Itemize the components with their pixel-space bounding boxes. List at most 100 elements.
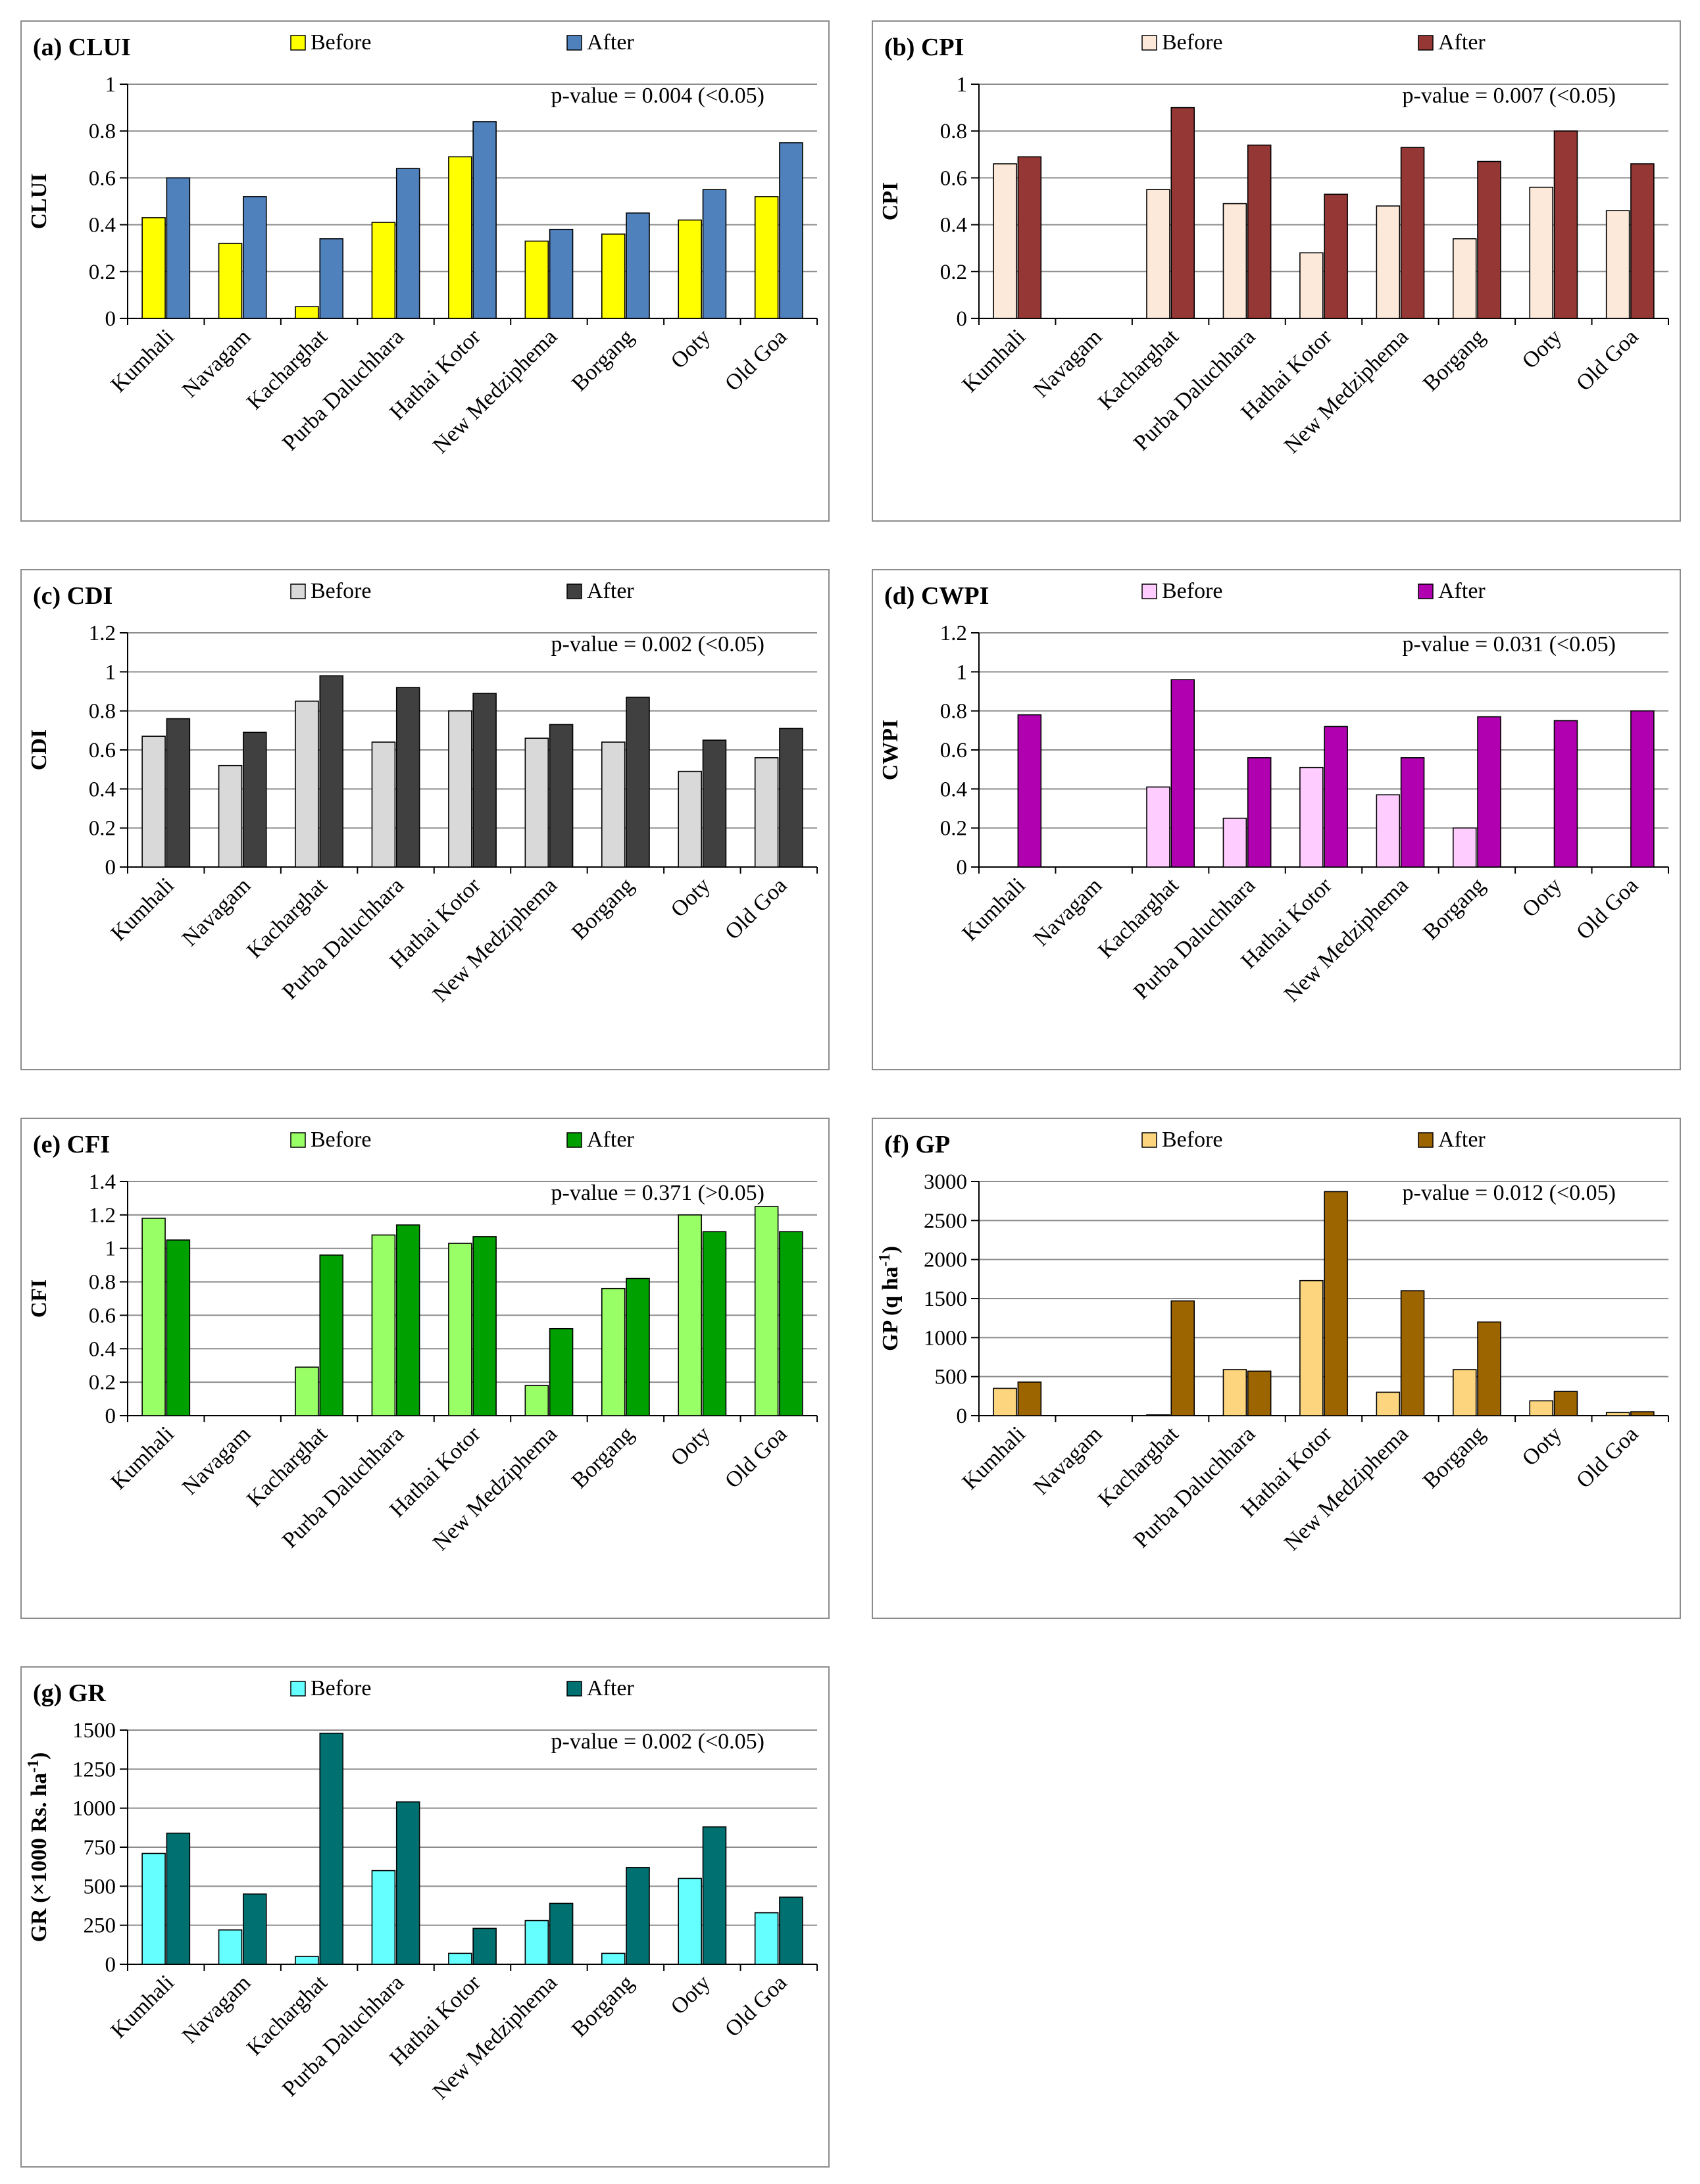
bar-after-purba-daluchhara	[1247, 144, 1272, 319]
bar-after-ooty	[702, 189, 727, 319]
chart-panel-7: 0250500750100012501500KumhaliNavagamKach…	[20, 1666, 830, 2168]
y-tick-label: 0.8	[89, 1271, 116, 1295]
bar-before-kacharghat	[1146, 189, 1170, 319]
bar-after-purba-daluchhara	[395, 687, 420, 868]
y-tick-label: 1	[105, 660, 116, 684]
bar-before-kumhali	[141, 1852, 166, 1965]
bar-after-old-goa	[1630, 163, 1655, 319]
y-tick-label: 0.8	[89, 700, 116, 724]
bar-after-borgang	[626, 1867, 650, 1965]
y-tick-label: 0.8	[89, 120, 116, 143]
bar-before-borgang	[601, 1287, 626, 1416]
y-tick-label: 0.4	[89, 214, 116, 237]
bar-before-purba-daluchhara	[1222, 818, 1247, 868]
bar-after-ooty	[702, 1231, 727, 1416]
bar-before-ooty	[1529, 1400, 1553, 1416]
y-tick-label: 0.6	[89, 166, 116, 190]
bar-before-borgang	[601, 234, 626, 319]
y-tick-label: 2000	[924, 1249, 967, 1272]
y-tick-label: 2500	[924, 1209, 967, 1233]
legend-label-after: After	[587, 1128, 634, 1152]
y-axis-label: CLUI	[27, 173, 51, 229]
chart-title: (g) GR	[33, 1679, 106, 1707]
bar-after-borgang	[626, 1278, 650, 1416]
bar-after-kacharghat	[1170, 679, 1195, 868]
bar-before-new-medziphema	[524, 737, 549, 868]
bar-after-ooty	[1553, 720, 1578, 868]
bar-after-kumhali	[166, 177, 191, 319]
y-tick-label: 0	[957, 856, 968, 880]
bar-before-ooty	[678, 770, 702, 868]
y-tick-label: 0.6	[940, 739, 967, 762]
y-tick-label: 500	[84, 1875, 116, 1899]
y-tick-label: 250	[84, 1914, 116, 1938]
bar-after-kacharghat	[319, 1254, 344, 1416]
y-tick-label: 0.2	[940, 817, 967, 841]
bar-after-hathai-kotor	[1324, 1191, 1348, 1416]
p-value-annotation: p-value = 0.371 (>0.05)	[551, 1181, 764, 1205]
y-tick-label: 1	[957, 660, 968, 684]
y-tick-label: 0.2	[89, 261, 116, 284]
legend-label-after: After	[587, 579, 634, 603]
legend-swatch-after	[1418, 1132, 1434, 1148]
y-tick-label: 0.4	[89, 1337, 116, 1361]
bar-after-old-goa	[779, 1231, 803, 1416]
y-tick-label: 0.4	[940, 778, 967, 801]
bar-before-kacharghat	[295, 306, 319, 319]
chart-title: (f) GP	[884, 1131, 950, 1158]
bar-after-old-goa	[779, 142, 803, 319]
bar-after-kacharghat	[319, 675, 344, 868]
chart-panel-4: 00.20.40.60.811.2KumhaliNavagamKachargha…	[872, 569, 1681, 1070]
p-value-annotation: p-value = 0.002 (<0.05)	[551, 632, 764, 657]
bar-after-new-medziphema	[1400, 1290, 1425, 1416]
y-tick-label: 0	[105, 1404, 116, 1428]
y-axis-label: CWPI	[878, 720, 903, 781]
bar-before-kacharghat	[1146, 786, 1170, 868]
bar-after-purba-daluchhara	[1247, 1370, 1272, 1416]
bar-before-purba-daluchhara	[371, 222, 396, 319]
legend-swatch-after	[566, 583, 582, 599]
bar-after-purba-daluchhara	[1247, 757, 1272, 868]
y-tick-label: 1500	[72, 1719, 116, 1743]
y-axis-label: CDI	[27, 730, 51, 770]
chart-panel-1: 00.20.40.60.81KumhaliNavagamKacharghatPu…	[20, 20, 830, 522]
y-tick-label: 1250	[72, 1758, 116, 1781]
bar-before-hathai-kotor	[1299, 1279, 1324, 1416]
bar-after-kacharghat	[1170, 1300, 1195, 1416]
bar-after-new-medziphema	[1400, 757, 1425, 868]
y-tick-label: 3000	[924, 1170, 967, 1194]
y-tick-label: 1500	[924, 1287, 967, 1311]
y-axis-label: GP (q ha-1)	[876, 1246, 903, 1351]
y-tick-label: 0.2	[89, 817, 116, 841]
chart-title: (b) CPI	[884, 34, 964, 61]
bar-before-kacharghat	[295, 1366, 319, 1416]
legend-swatch-before	[290, 1132, 306, 1148]
y-tick-label: 1	[957, 73, 968, 97]
p-value-annotation: p-value = 0.007 (<0.05)	[1403, 84, 1616, 108]
bar-before-borgang	[1452, 238, 1477, 319]
bar-before-hathai-kotor	[448, 156, 472, 319]
bar-before-navagam	[218, 1929, 243, 1965]
bar-after-purba-daluchhara	[395, 1224, 420, 1416]
y-tick-label: 1.2	[89, 1204, 116, 1228]
legend-label-after: After	[587, 1676, 634, 1700]
y-tick-label: 1000	[72, 1797, 116, 1821]
bar-before-kumhali	[993, 1387, 1017, 1416]
y-tick-label: 0.4	[89, 778, 116, 801]
bar-after-hathai-kotor	[472, 121, 497, 319]
bar-after-kumhali	[1017, 714, 1042, 868]
legend-label-before: Before	[1162, 30, 1223, 55]
bar-after-ooty	[702, 1826, 727, 1965]
bar-before-old-goa	[754, 196, 779, 319]
bar-before-old-goa	[1605, 1412, 1630, 1416]
legend-swatch-before	[1141, 35, 1157, 51]
bar-after-ooty	[1553, 1391, 1578, 1416]
y-axis-label: GR (×1000 Rs. ha-1)	[25, 1752, 51, 1943]
bar-after-borgang	[1477, 161, 1501, 319]
panel-frame	[872, 569, 1681, 1070]
bar-before-purba-daluchhara	[1222, 203, 1247, 319]
y-tick-label: 0.8	[940, 700, 967, 724]
bar-before-ooty	[1529, 186, 1553, 319]
chart-title: (d) CWPI	[884, 582, 989, 610]
bar-before-kacharghat	[295, 1956, 319, 1965]
